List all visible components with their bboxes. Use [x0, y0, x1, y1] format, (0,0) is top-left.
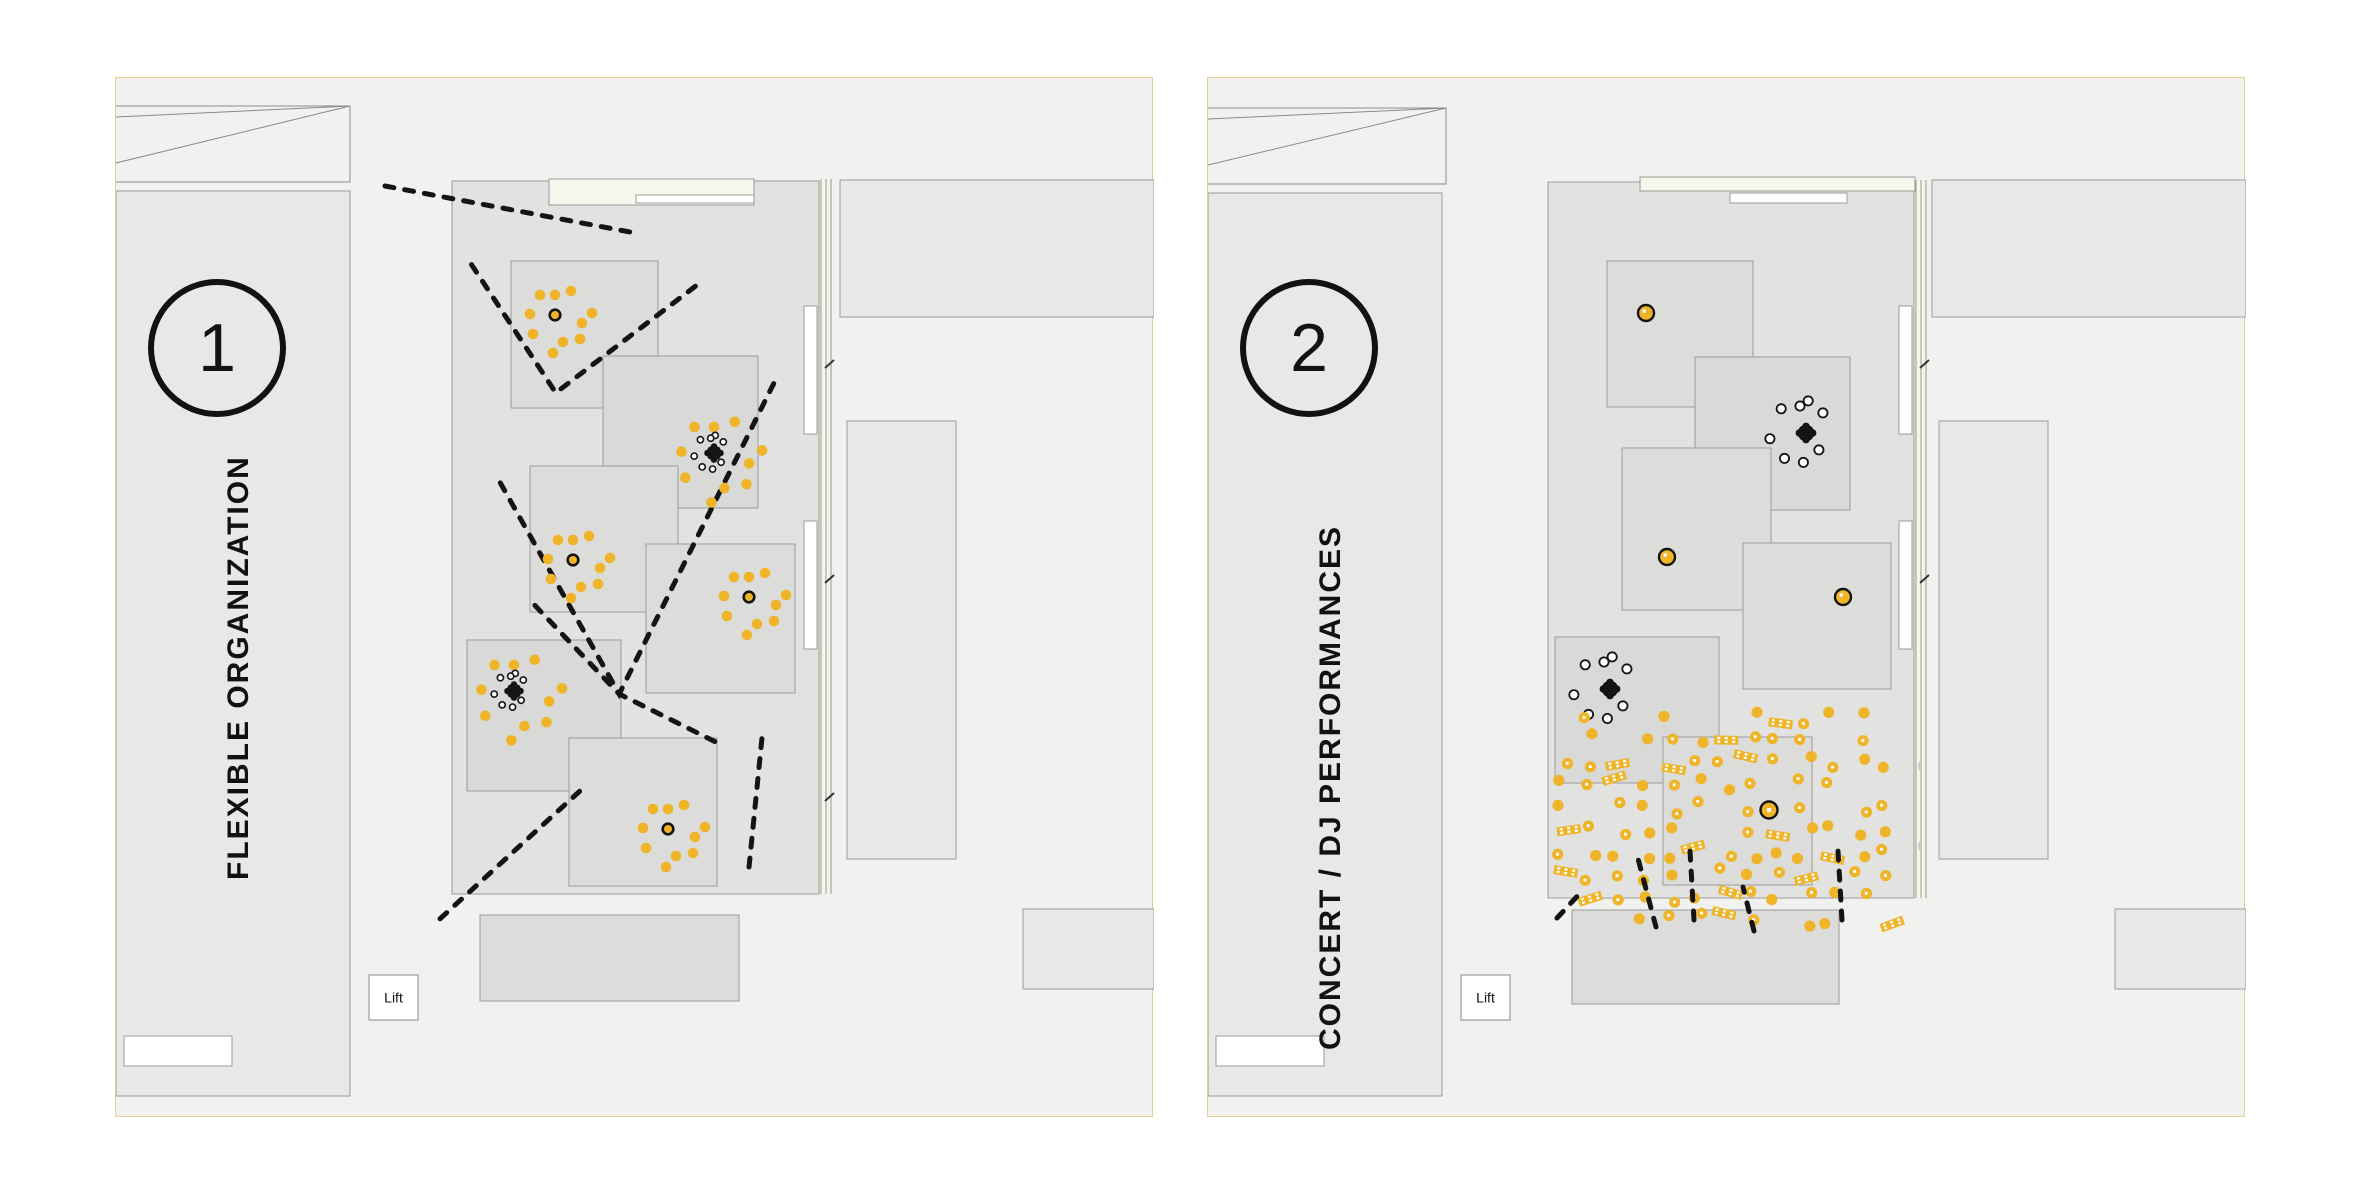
svg-text:Lift: Lift	[384, 990, 403, 1006]
svg-text:Lift: Lift	[1476, 990, 1495, 1006]
